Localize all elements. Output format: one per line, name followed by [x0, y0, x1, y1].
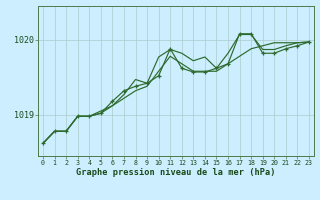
X-axis label: Graphe pression niveau de la mer (hPa): Graphe pression niveau de la mer (hPa) [76, 168, 276, 177]
